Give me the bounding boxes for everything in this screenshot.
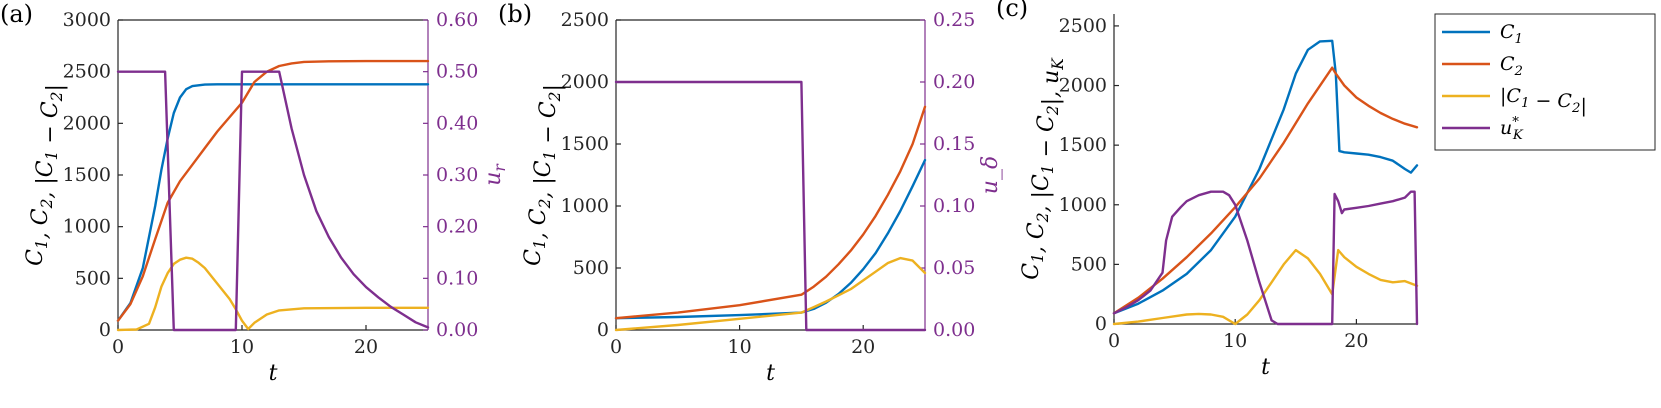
x-tick-label: 20 — [354, 336, 378, 358]
series-line-diff — [116, 256, 430, 332]
y-tick-label: 2500 — [1059, 15, 1107, 37]
series-line-u — [614, 80, 927, 332]
series-line-C1 — [116, 83, 430, 322]
panel-label: (c) — [996, 0, 1028, 22]
y-axis-label: C1, C2, |C1 − C2| — [521, 84, 566, 266]
y-tick-label: 3000 — [63, 9, 111, 31]
y-tick-label: 1000 — [1059, 194, 1107, 216]
y-tick-label: 500 — [573, 257, 609, 279]
y-tick-label: 2000 — [1059, 75, 1107, 97]
series-line-diff — [614, 256, 927, 332]
series-line-C2 — [614, 105, 927, 320]
panel-2: 0 10 20 0 500 1000 1500 2000 2500 0.00 0.05 0.10 0.1… — [498, 0, 1003, 386]
y-right-tick-label: 0.00 — [436, 319, 478, 341]
y-right-tick-label: 0.15 — [933, 133, 975, 155]
x-axis-label: t — [269, 361, 278, 386]
y-right-axis-label: u_δ — [978, 156, 1003, 194]
y-tick-label: 1500 — [561, 133, 609, 155]
y-right-tick-label: 0.40 — [436, 112, 478, 134]
y-right-axis-label: ur — [481, 163, 509, 186]
x-axis-label: t — [766, 361, 775, 386]
y-right-tick-label: 0.00 — [933, 319, 975, 341]
legend: C1 C2 |C1 − C2|u* K — [1434, 13, 1656, 151]
y-tick-label: 0 — [1095, 313, 1107, 335]
y-tick-label: 1000 — [63, 216, 111, 238]
y-tick-label: 1500 — [63, 164, 111, 186]
y-right-tick-label: 0.05 — [933, 257, 975, 279]
y-right-tick-label: 0.10 — [436, 267, 478, 289]
series-line-C1 — [614, 158, 927, 320]
series-line-diff — [1112, 248, 1419, 326]
x-tick-label: 0 — [610, 336, 622, 358]
x-tick-label: 10 — [1223, 330, 1247, 352]
series-line-u — [116, 70, 430, 332]
legend-entry-u: u* K — [1500, 115, 1524, 143]
series-line-C2 — [1112, 66, 1419, 315]
x-tick-label: 20 — [851, 336, 875, 358]
x-tick-label: 0 — [1108, 330, 1120, 352]
y-tick-label: 500 — [75, 267, 111, 289]
y-axis-label: C1, C2, |C1 − C2| — [23, 84, 68, 266]
panel-label: (b) — [498, 0, 532, 28]
x-tick-label: 10 — [728, 336, 752, 358]
panel-label: (a) — [0, 0, 33, 28]
y-right-tick-label: 0.25 — [933, 9, 975, 31]
y-right-tick-label: 0.50 — [436, 61, 478, 83]
legend-entry-diff: |C1 − C2| — [1500, 85, 1587, 117]
y-tick-label: 1000 — [561, 195, 609, 217]
x-tick-label: 20 — [1344, 330, 1368, 352]
y-tick-label: 2500 — [63, 61, 111, 83]
y-right-tick-label: 0.10 — [933, 195, 975, 217]
legend-box — [1434, 13, 1656, 151]
y-right-tick-label: 0.60 — [436, 9, 478, 31]
y-tick-label: 500 — [1071, 253, 1107, 275]
y-axis-label: C1, C2, |C1 − C2|, uK — [1019, 57, 1067, 280]
y-tick-label: 0 — [597, 319, 609, 341]
series-line-u — [1112, 190, 1419, 326]
y-right-tick-label: 0.20 — [436, 216, 478, 238]
series-line-C1 — [1112, 39, 1419, 315]
panel-3: 0 10 20 0 500 1000 1500 2000 2500 t C1, C2, |C1 − … — [996, 0, 1419, 380]
x-tick-label: 10 — [230, 336, 254, 358]
y-tick-label: 2000 — [561, 71, 609, 93]
x-axis-label: t — [1261, 355, 1270, 380]
legend-entry-C2: C2 — [1500, 53, 1523, 79]
y-tick-label: 2000 — [63, 112, 111, 134]
y-right-tick-label: 0.30 — [436, 164, 478, 186]
panel-1: 0 10 20 0 500 1000 1500 2000 2500 3000 0.00 0.10 0.2… — [0, 0, 509, 386]
x-tick-label: 0 — [112, 336, 124, 358]
y-tick-label: 0 — [99, 319, 111, 341]
y-tick-label: 2500 — [561, 9, 609, 31]
y-right-tick-label: 0.20 — [933, 71, 975, 93]
y-tick-label: 1500 — [1059, 134, 1107, 156]
legend-entry-C1: C1 — [1500, 21, 1523, 47]
series-line-C2 — [116, 59, 430, 322]
